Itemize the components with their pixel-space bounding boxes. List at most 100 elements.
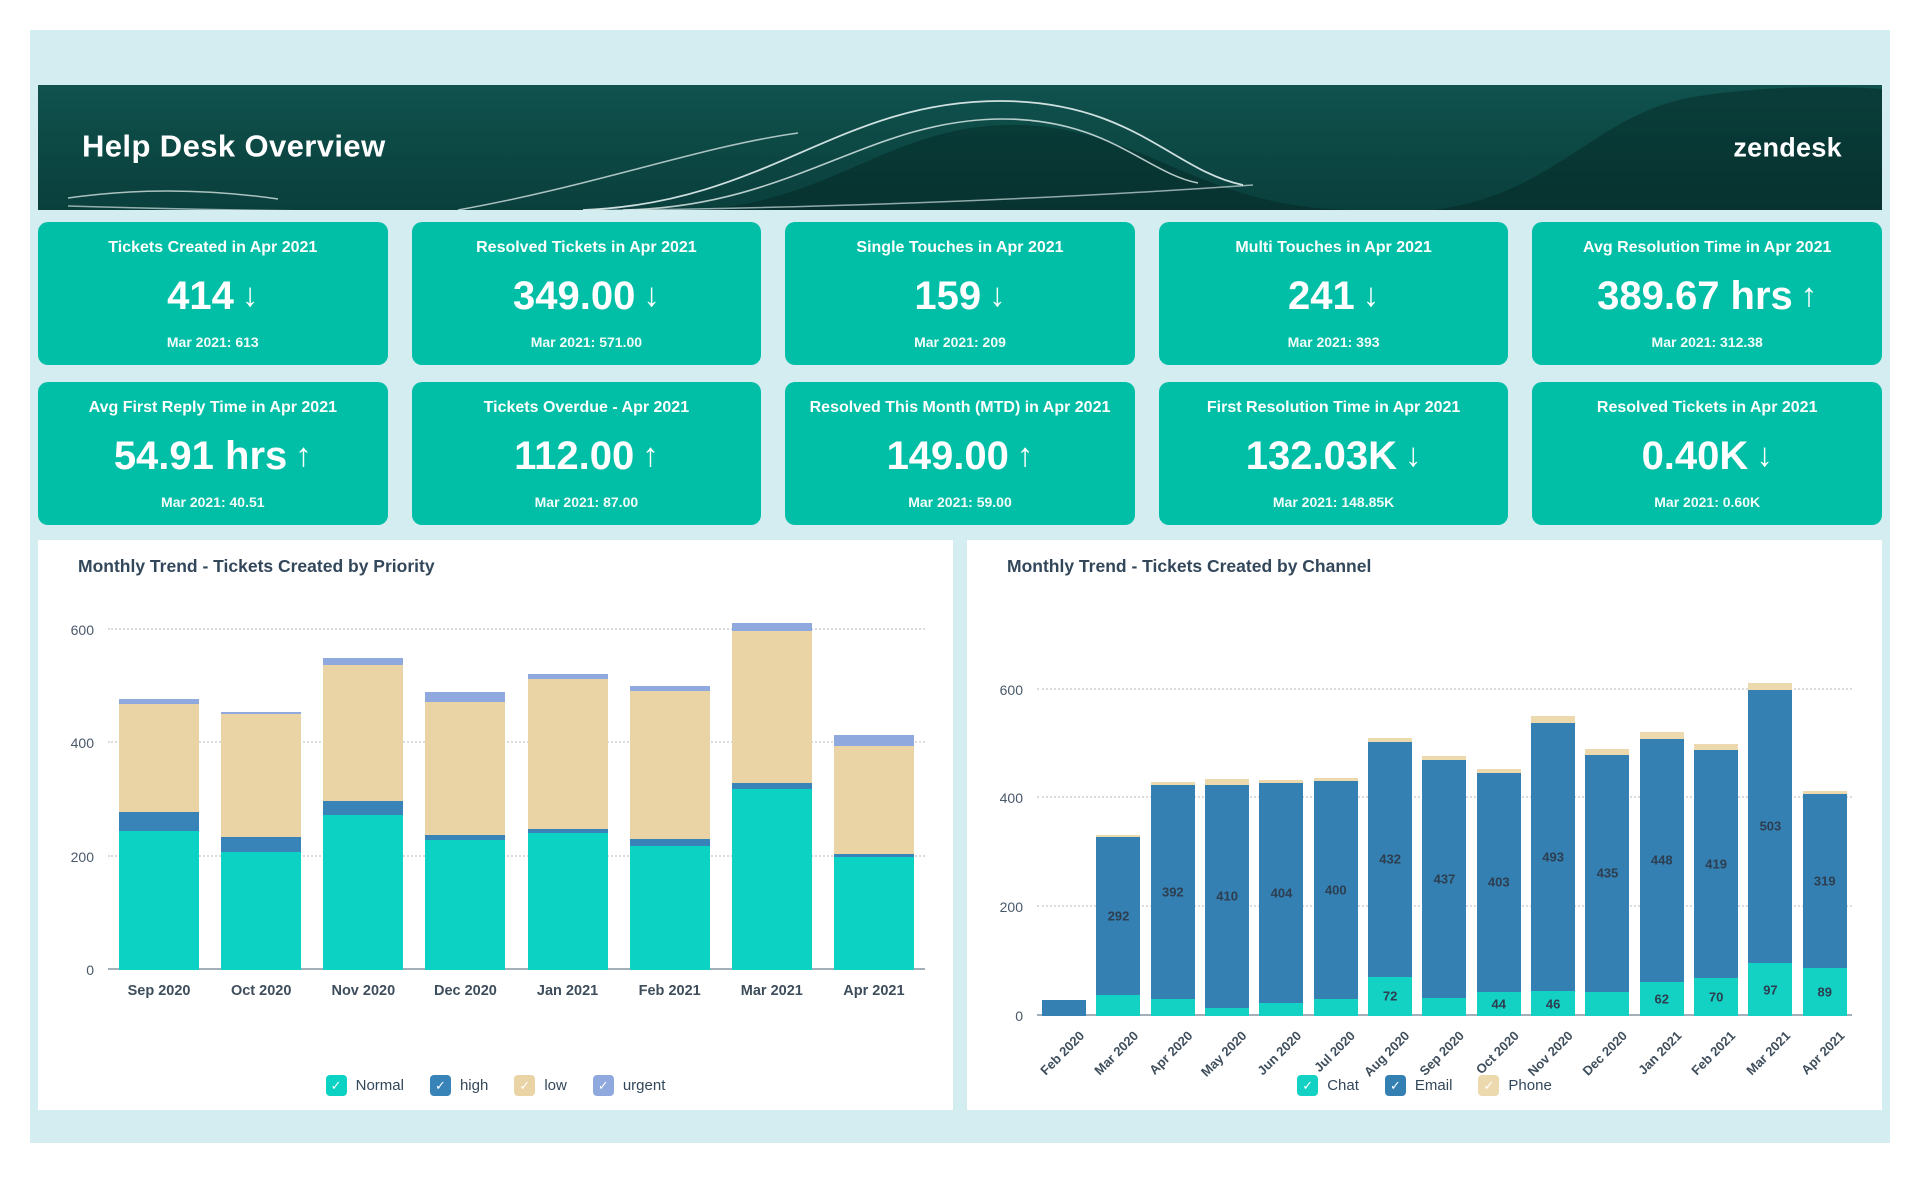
bar-segment-email[interactable] <box>1585 754 1630 992</box>
bar-segment-urgent[interactable] <box>323 657 404 665</box>
bar-segment-chat[interactable] <box>1748 963 1793 1016</box>
bar-segment-email[interactable] <box>1205 784 1250 1008</box>
bar-segment-chat[interactable] <box>1422 998 1467 1016</box>
bar-segment-normal[interactable] <box>221 851 302 970</box>
bar-segment-phone[interactable] <box>1585 749 1630 755</box>
bar-segment-phone[interactable] <box>1422 756 1467 761</box>
bar-mar-2021[interactable]: 97 503 <box>1748 657 1793 1016</box>
bar-segment-high[interactable] <box>629 839 710 846</box>
legend-checkbox-icon[interactable]: ✓ <box>325 1075 347 1096</box>
bar-jan-2021[interactable] <box>527 596 608 970</box>
bar-oct-2020[interactable]: 44 403 <box>1476 657 1521 1016</box>
bar-segment-normal[interactable] <box>119 831 200 970</box>
legend-checkbox-icon[interactable]: ✓ <box>1478 1075 1500 1096</box>
legend-checkbox-icon[interactable]: ✓ <box>514 1075 536 1096</box>
bar-segment-urgent[interactable] <box>425 692 506 702</box>
bar-segment-chat[interactable] <box>1096 995 1141 1016</box>
bar-segment-low[interactable] <box>629 690 710 840</box>
bar-feb-2021[interactable] <box>629 596 710 970</box>
bar-segment-low[interactable] <box>833 746 914 854</box>
bar-segment-email[interactable] <box>1096 836 1141 996</box>
bar-segment-phone[interactable] <box>1368 737 1413 742</box>
bar-segment-email[interactable] <box>1150 785 1195 999</box>
bar-dec-2020[interactable]: 435 <box>1585 657 1630 1016</box>
bar-segment-chat[interactable] <box>1313 998 1358 1016</box>
bar-segment-normal[interactable] <box>833 856 914 970</box>
bar-segment-phone[interactable] <box>1476 768 1521 773</box>
bar-segment-email[interactable] <box>1694 750 1739 978</box>
legend-item-low[interactable]: ✓ low <box>514 1075 567 1096</box>
kpi-card-single-touches[interactable]: Single Touches in Apr 2021 159 ↓ Mar 2021… <box>785 222 1135 365</box>
bar-apr-2021[interactable]: 89 319 <box>1802 657 1847 1016</box>
bar-segment-low[interactable] <box>119 703 200 813</box>
bar-segment-phone[interactable] <box>1802 790 1847 795</box>
bar-segment-chat[interactable] <box>1694 977 1739 1016</box>
bar-apr-2021[interactable] <box>833 596 914 970</box>
bar-segment-email[interactable] <box>1042 999 1087 1016</box>
bar-segment-urgent[interactable] <box>629 686 710 691</box>
bar-segment-urgent[interactable] <box>119 699 200 704</box>
bar-apr-2020[interactable]: 392 <box>1150 657 1195 1016</box>
bar-segment-low[interactable] <box>731 631 812 783</box>
bar-segment-normal[interactable] <box>527 833 608 970</box>
bar-segment-chat[interactable] <box>1205 1007 1250 1016</box>
legend-item-phone[interactable]: ✓ Phone <box>1478 1075 1552 1096</box>
bar-segment-high[interactable] <box>119 812 200 832</box>
legend-item-urgent[interactable]: ✓ urgent <box>592 1075 665 1096</box>
bar-segment-email[interactable] <box>1639 738 1684 983</box>
bar-segment-chat[interactable] <box>1531 990 1576 1016</box>
bar-segment-chat[interactable] <box>1476 992 1521 1016</box>
legend-checkbox-icon[interactable]: ✓ <box>592 1075 614 1096</box>
bar-segment-chat[interactable] <box>1639 982 1684 1016</box>
bar-segment-normal[interactable] <box>731 788 812 970</box>
kpi-card-tickets-overdue[interactable]: Tickets Overdue - Apr 2021 112.00 ↑ Mar 2… <box>411 382 762 525</box>
bar-segment-urgent[interactable] <box>833 735 914 747</box>
bar-segment-email[interactable] <box>1802 794 1847 968</box>
legend-checkbox-icon[interactable]: ✓ <box>1297 1075 1319 1096</box>
bar-segment-chat[interactable] <box>1368 976 1413 1016</box>
bar-segment-urgent[interactable] <box>731 622 812 632</box>
bar-nov-2020[interactable]: 46 493 <box>1531 657 1576 1016</box>
kpi-card-resolved-mtd[interactable]: Resolved This Month (MTD) in Apr 2021 14… <box>785 382 1135 525</box>
bar-sep-2020[interactable]: 437 <box>1422 657 1467 1016</box>
kpi-card-resolved-tickets-k[interactable]: Resolved Tickets in Apr 2021 0.40K ↓ Mar … <box>1532 382 1882 525</box>
kpi-card-first-resolution-time[interactable]: First Resolution Time in Apr 2021 132.03… <box>1158 382 1509 525</box>
bar-segment-high[interactable] <box>527 829 608 834</box>
bar-segment-email[interactable] <box>1531 722 1576 991</box>
bar-segment-low[interactable] <box>527 678 608 830</box>
bar-may-2020[interactable]: 410 <box>1205 657 1250 1016</box>
bar-feb-2020[interactable] <box>1042 657 1087 1016</box>
legend-checkbox-icon[interactable]: ✓ <box>429 1075 451 1096</box>
bar-segment-urgent[interactable] <box>221 712 302 715</box>
bar-feb-2021[interactable]: 70 419 <box>1694 657 1739 1016</box>
bar-segment-email[interactable] <box>1368 741 1413 977</box>
bar-segment-chat[interactable] <box>1802 967 1847 1016</box>
kpi-card-resolved-tickets[interactable]: Resolved Tickets in Apr 2021 349.00 ↓ Mar… <box>411 222 762 365</box>
bar-jan-2021[interactable]: 62 448 <box>1639 657 1684 1016</box>
kpi-card-avg-first-reply-time[interactable]: Avg First Reply Time in Apr 2021 54.91 h… <box>38 382 388 525</box>
bar-segment-phone[interactable] <box>1259 780 1304 784</box>
bar-segment-phone[interactable] <box>1531 716 1576 723</box>
bar-nov-2020[interactable] <box>323 596 404 970</box>
bar-aug-2020[interactable]: 72 432 <box>1368 657 1413 1016</box>
bar-segment-chat[interactable] <box>1259 1002 1304 1016</box>
legend-item-normal[interactable]: ✓ Normal <box>325 1075 404 1096</box>
bar-sep-2020[interactable] <box>119 596 200 970</box>
bar-segment-normal[interactable] <box>425 840 506 970</box>
bar-segment-phone[interactable] <box>1748 682 1793 690</box>
kpi-card-tickets-created[interactable]: Tickets Created in Apr 2021 414 ↓ Mar 202… <box>38 222 388 365</box>
bar-segment-high[interactable] <box>425 835 506 841</box>
legend-item-high[interactable]: ✓ high <box>429 1075 488 1096</box>
bar-segment-phone[interactable] <box>1150 782 1195 786</box>
bar-segment-phone[interactable] <box>1694 743 1739 751</box>
bar-oct-2020[interactable] <box>221 596 302 970</box>
bar-segment-chat[interactable] <box>1585 991 1630 1016</box>
bar-mar-2020[interactable]: 292 <box>1096 657 1141 1016</box>
bar-segment-email[interactable] <box>1476 772 1521 993</box>
legend-item-chat[interactable]: ✓ Chat <box>1297 1075 1359 1096</box>
bar-segment-phone[interactable] <box>1639 732 1684 739</box>
bar-segment-phone[interactable] <box>1205 779 1250 785</box>
bar-segment-email[interactable] <box>1313 781 1358 999</box>
bar-segment-phone[interactable] <box>1096 835 1141 837</box>
bar-jun-2020[interactable]: 404 <box>1259 657 1304 1016</box>
